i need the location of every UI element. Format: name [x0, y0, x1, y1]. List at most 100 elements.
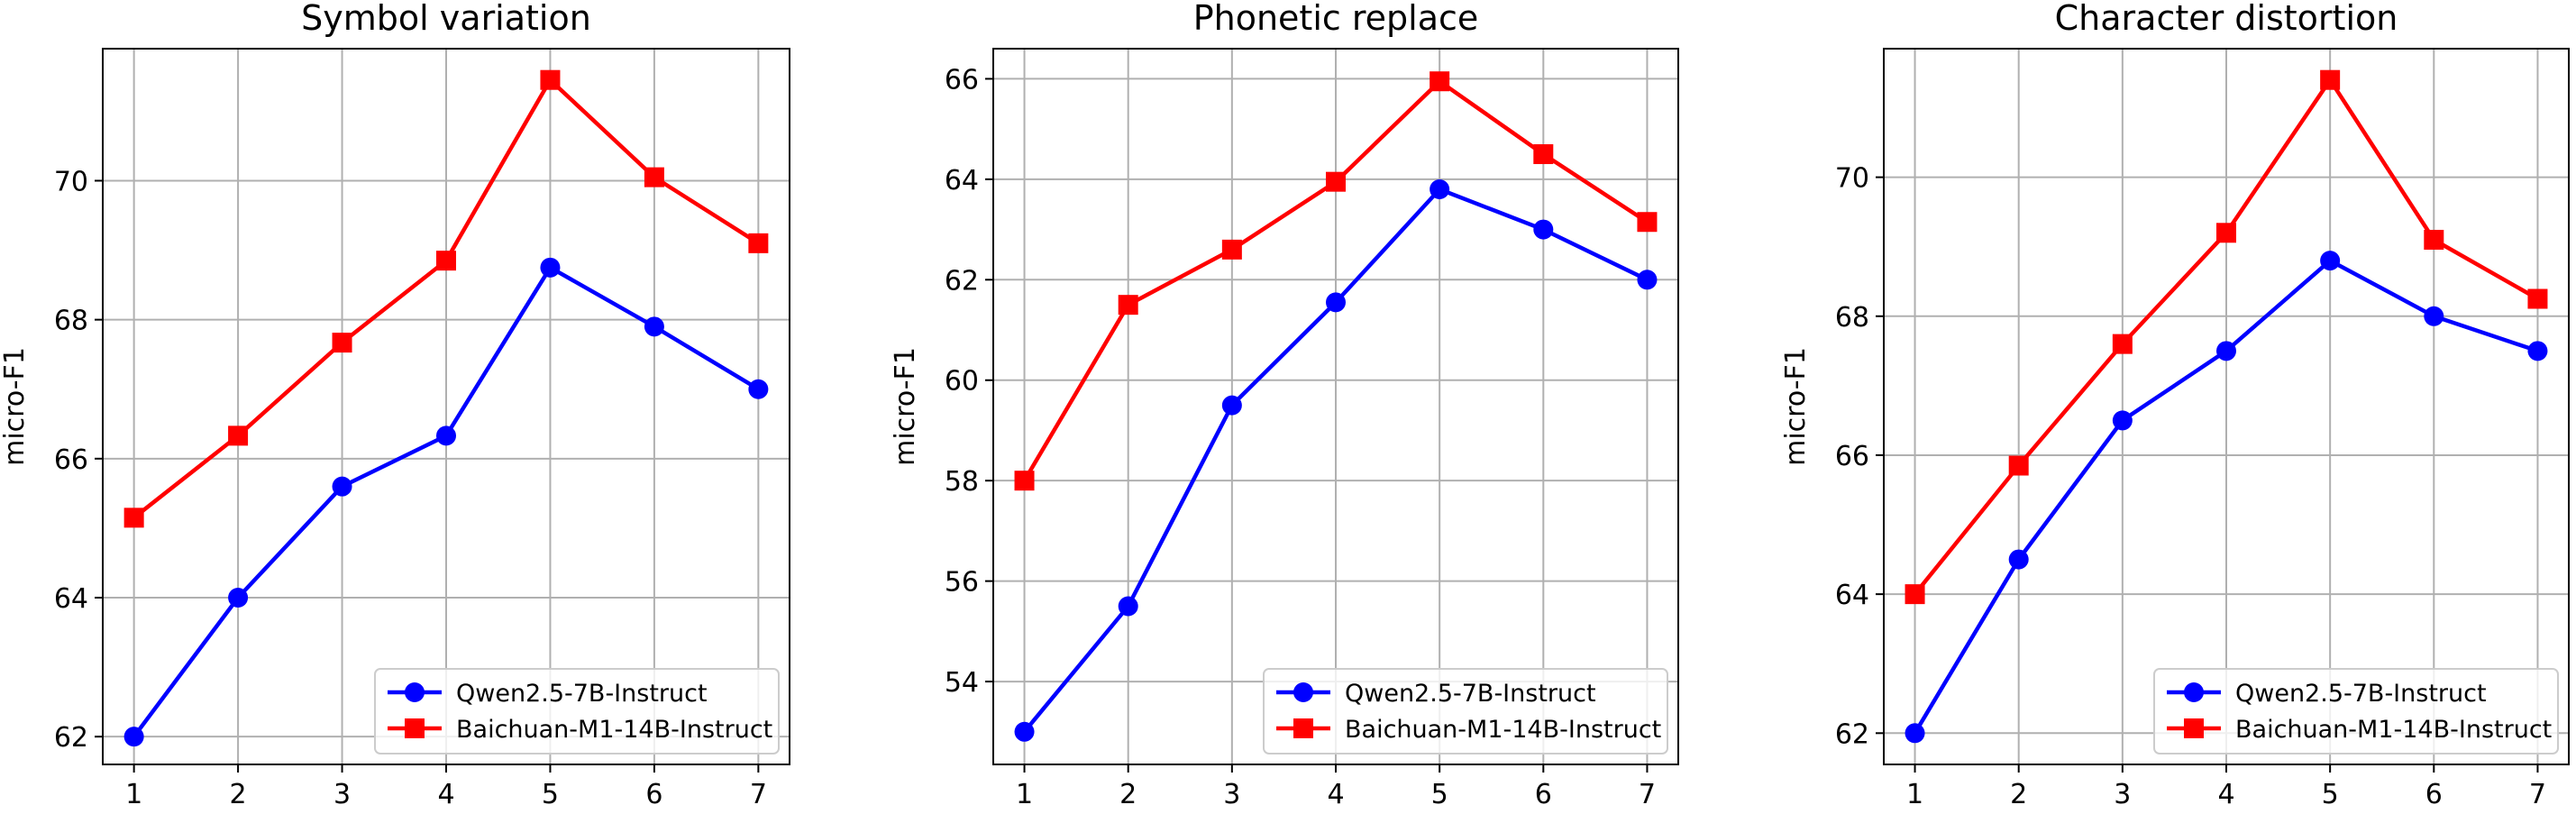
data-point — [2216, 341, 2236, 361]
y-tick-label: 68 — [54, 306, 88, 337]
data-point — [1014, 721, 1035, 742]
x-tick-label: 4 — [2217, 779, 2234, 810]
legend-label: Qwen2.5-7B-Instruct — [2235, 680, 2487, 708]
y-tick-label: 62 — [945, 265, 979, 297]
data-point — [540, 257, 561, 278]
data-point — [2216, 223, 2236, 243]
x-tick-label: 7 — [750, 779, 767, 810]
data-point — [2008, 549, 2029, 570]
y-tick-label: 64 — [1835, 580, 1869, 611]
data-point — [2424, 229, 2444, 250]
legend-marker — [1293, 718, 1313, 738]
legend-label: Qwen2.5-7B-Instruct — [1345, 680, 1596, 708]
y-tick-label: 56 — [945, 567, 979, 599]
y-tick-label: 66 — [1835, 441, 1869, 472]
legend-marker — [405, 682, 425, 702]
data-point — [436, 251, 456, 271]
y-axis-label: micro-F1 — [0, 347, 31, 466]
legend-label: Qwen2.5-7B-Instruct — [456, 680, 708, 708]
data-point — [748, 233, 769, 253]
y-tick-label: 68 — [1835, 302, 1869, 334]
legend: Qwen2.5-7B-Instruct Baichuan-M1-14B-Instr… — [374, 668, 780, 755]
y-tick-label: 70 — [54, 166, 88, 197]
data-point — [1533, 144, 1554, 165]
data-point — [1430, 179, 1450, 200]
x-tick-label: 1 — [1906, 779, 1923, 810]
x-tick-label: 3 — [2114, 779, 2131, 810]
data-point — [228, 587, 249, 608]
legend-label: Baichuan-M1-14B-Instruct — [2235, 716, 2552, 744]
y-tick-label: 64 — [54, 583, 88, 615]
y-tick-label: 62 — [54, 722, 88, 754]
legend: Qwen2.5-7B-Instruct Baichuan-M1-14B-Instr… — [1263, 668, 1668, 755]
y-tick-label: 62 — [1835, 718, 1869, 750]
legend-marker — [1293, 682, 1313, 702]
x-tick-label: 7 — [2529, 779, 2546, 810]
data-point — [1326, 171, 1346, 192]
y-tick-label: 66 — [945, 64, 979, 96]
chart-title: Character distortion — [2055, 0, 2398, 38]
data-point — [644, 167, 664, 187]
data-point — [1637, 212, 1658, 233]
data-point — [2527, 288, 2548, 309]
legend-box — [2153, 668, 2559, 755]
data-point — [1221, 239, 1242, 260]
chart-title: Phonetic replace — [1193, 0, 1479, 38]
x-tick-label: 5 — [1431, 779, 1448, 810]
data-point — [332, 333, 352, 353]
data-point — [2424, 306, 2444, 326]
data-point — [123, 727, 144, 747]
x-tick-label: 1 — [125, 779, 142, 810]
data-point — [2008, 455, 2029, 476]
x-tick-label: 7 — [1639, 779, 1656, 810]
y-tick-label: 66 — [54, 444, 88, 476]
data-point — [2112, 410, 2133, 431]
data-point — [1533, 219, 1554, 240]
chart-panel-3: 1 2 3 4 5 6 7 62 64 66 68 70 Character distortion mic… — [1780, 0, 2570, 810]
x-tick-label: 2 — [230, 779, 247, 810]
y-axis-label: micro-F1 — [890, 347, 921, 466]
legend-label: Baichuan-M1-14B-Instruct — [1345, 716, 1661, 744]
data-point — [332, 476, 352, 497]
x-tick-label: 4 — [1327, 779, 1344, 810]
data-point — [2320, 69, 2341, 90]
x-tick-label: 6 — [2425, 779, 2443, 810]
data-point — [748, 379, 769, 399]
legend-label: Baichuan-M1-14B-Instruct — [456, 716, 772, 744]
legend-marker — [2184, 682, 2204, 702]
data-point — [1430, 71, 1450, 92]
x-tick-label: 3 — [1223, 779, 1240, 810]
data-point — [228, 425, 249, 446]
y-tick-label: 64 — [945, 165, 979, 197]
data-point — [1221, 395, 1242, 416]
data-point — [2320, 251, 2341, 271]
x-tick-label: 2 — [1119, 779, 1137, 810]
data-point — [2112, 334, 2133, 354]
y-tick-label: 60 — [945, 366, 979, 398]
data-point — [123, 508, 144, 528]
data-point — [2527, 341, 2548, 361]
data-point — [644, 316, 664, 337]
chart-panel-1: 1 2 3 4 5 6 7 62 64 66 68 70 Symbol variation micro-F… — [0, 0, 790, 810]
y-tick-label: 70 — [1835, 163, 1869, 195]
data-point — [436, 425, 456, 446]
data-point — [1118, 295, 1138, 316]
data-point — [1326, 292, 1346, 313]
x-tick-label: 6 — [1535, 779, 1552, 810]
x-tick-label: 3 — [333, 779, 351, 810]
y-axis-label: micro-F1 — [1780, 347, 1812, 466]
legend-box — [374, 668, 780, 755]
data-point — [1905, 584, 1925, 605]
x-tick-label: 5 — [542, 779, 559, 810]
x-tick-label: 6 — [645, 779, 662, 810]
x-tick-label: 5 — [2322, 779, 2339, 810]
data-point — [1118, 596, 1138, 617]
legend-marker — [405, 718, 425, 738]
data-point — [1014, 471, 1035, 491]
legend: Qwen2.5-7B-Instruct Baichuan-M1-14B-Instr… — [2153, 668, 2559, 755]
data-point — [540, 69, 561, 90]
legend-box — [1263, 668, 1668, 755]
legend-marker — [2184, 718, 2204, 738]
y-tick-label: 54 — [945, 667, 979, 699]
